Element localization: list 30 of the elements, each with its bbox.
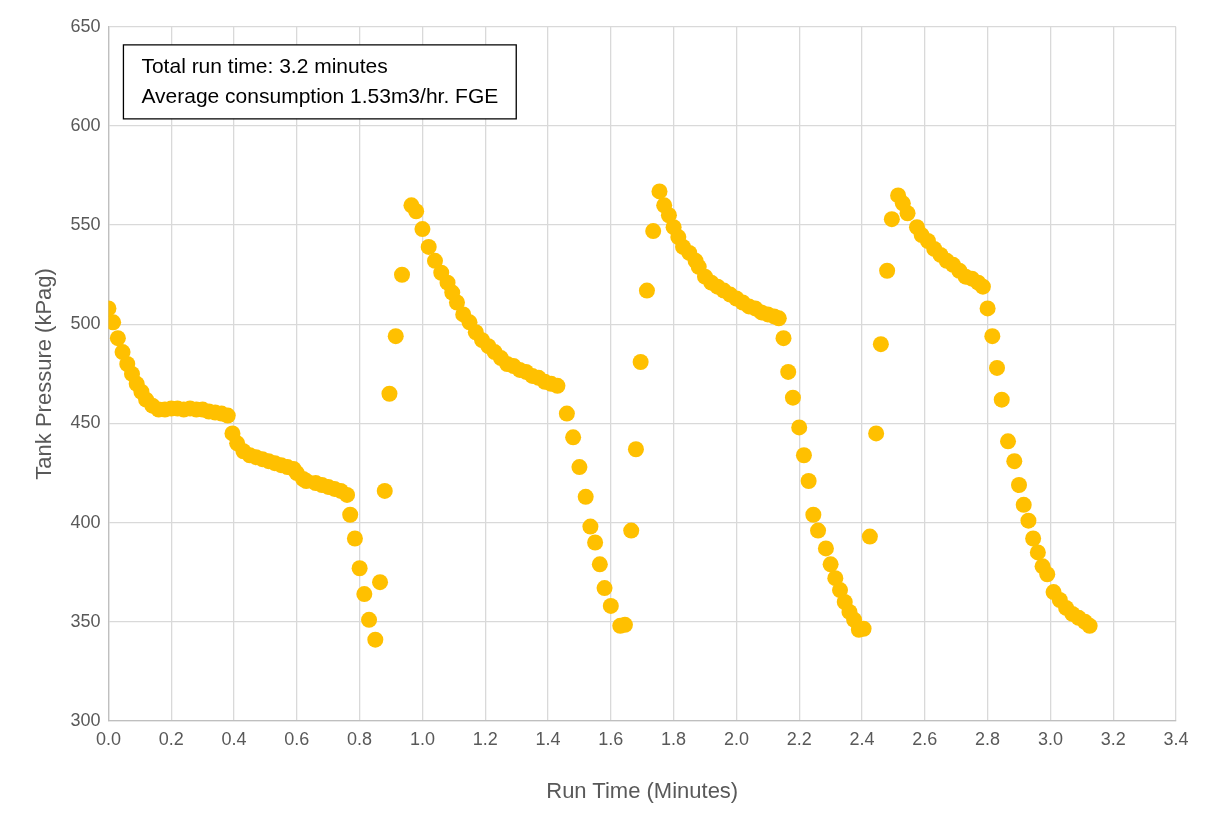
y-tick-label: 500 <box>70 313 101 334</box>
y-tick-label: 300 <box>70 709 101 730</box>
y-tick-label: 350 <box>70 610 101 631</box>
x-tick-label: 2.0 <box>723 728 749 749</box>
x-tick-label: 3.0 <box>1037 728 1063 749</box>
x-tick-label: 0.2 <box>158 728 184 749</box>
x-tick-label: 1.6 <box>598 728 624 749</box>
y-tick-label: 600 <box>70 114 101 135</box>
annotation: Total run time: 3.2 minutes <box>141 53 388 77</box>
x-axis-title: Run Time (Minutes) <box>546 777 739 803</box>
y-tick-label: 450 <box>70 412 101 433</box>
x-tick-label: 1.8 <box>661 728 687 749</box>
x-tick-label: 0.0 <box>95 728 121 749</box>
y-tick-label: 550 <box>70 214 101 235</box>
x-tick-label: 2.4 <box>849 728 875 749</box>
x-tick-label: 0.4 <box>221 728 247 749</box>
x-tick-label: 3.4 <box>1163 728 1189 749</box>
x-tick-label: 1.4 <box>535 728 561 749</box>
x-tick-label: 2.8 <box>975 728 1001 749</box>
x-tick-label: 3.2 <box>1100 728 1126 749</box>
x-tick-label: 0.8 <box>347 728 373 749</box>
y-axis-title: Tank Pressure (kPag) <box>31 268 57 480</box>
x-tick-label: 0.6 <box>284 728 310 749</box>
x-tick-label: 1.0 <box>409 728 435 749</box>
annotation: Average consumption 1.53m3/hr. FGE <box>141 83 499 107</box>
x-tick-label: 1.2 <box>472 728 498 749</box>
x-tick-label: 2.6 <box>912 728 938 749</box>
y-tick-label: 400 <box>70 511 101 532</box>
x-tick-label: 2.2 <box>786 728 812 749</box>
y-tick-label: 650 <box>70 15 101 36</box>
